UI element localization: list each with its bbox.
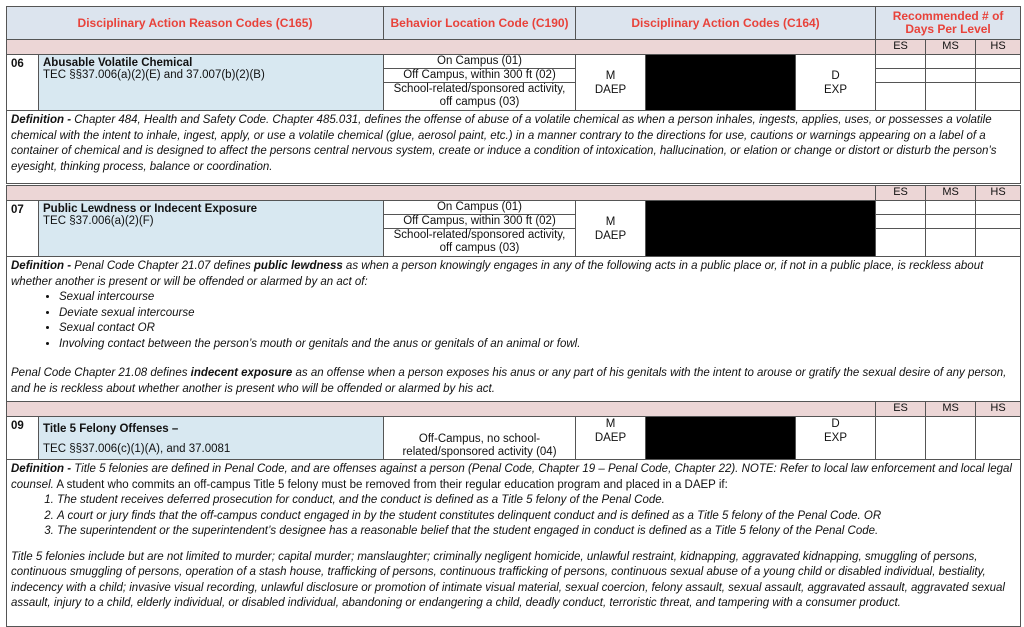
definition-06: Definition - Chapter 484, Health and Saf… xyxy=(5,110,1022,184)
table-block-06: Disciplinary Action Reason Codes (C165) … xyxy=(5,6,1022,184)
level-es: ES xyxy=(875,185,927,201)
list-item: Sexual contact OR xyxy=(59,321,1016,337)
action-m-daep: M DAEP xyxy=(575,54,647,111)
action-d-exp: D EXP xyxy=(795,54,877,111)
level-row: ES MS HS xyxy=(5,39,1022,55)
location-on-campus: On Campus (01) xyxy=(383,54,577,69)
list-item: The superintendent or the superintendent… xyxy=(57,524,1016,540)
header-reason: Disciplinary Action Reason Codes (C165) xyxy=(5,6,385,40)
list-item: The student receives deferred prosecutio… xyxy=(57,493,1016,509)
table-block-07: ES MS HS 07 Public Lewdness or Indecent Ex… xyxy=(5,185,1022,412)
header-actions: Disciplinary Action Codes (C164) xyxy=(575,6,877,40)
action-d-exp: D EXP xyxy=(794,416,877,460)
level-es: ES xyxy=(875,39,927,55)
list-item: A court or jury finds that the off-campu… xyxy=(57,509,1016,525)
table-row: 09 Title 5 Felony Offenses – TEC §§37.006… xyxy=(6,416,1022,460)
location-school-related: School-related/sponsored activity, off c… xyxy=(383,228,576,257)
redacted-block xyxy=(644,200,877,257)
list-item: Involving contact between the person’s m… xyxy=(59,337,1016,353)
level-es: ES xyxy=(875,401,927,417)
table-row: 07 Public Lewdness or Indecent Exposure T… xyxy=(6,200,1022,257)
reason-code: 06 xyxy=(6,54,39,111)
reason-title: Title 5 Felony Offenses – xyxy=(43,423,179,435)
reason-code: 07 xyxy=(6,200,39,257)
level-hs: HS xyxy=(975,39,1022,55)
act-list: Sexual intercourse Deviate sexual interc… xyxy=(11,290,1016,352)
location-off-campus: Off Campus, within 300 ft (02) xyxy=(383,214,576,229)
list-item: Sexual intercourse xyxy=(59,290,1016,306)
condition-list: The student receives deferred prosecutio… xyxy=(11,493,1016,540)
action-m-daep: M DAEP xyxy=(575,416,646,460)
location-on-campus: On Campus (01) xyxy=(383,200,576,215)
header-location: Behavior Location Code (C190) xyxy=(383,6,577,40)
action-m-daep: M DAEP xyxy=(575,200,646,257)
definition-07: Definition - Penal Code Chapter 21.07 de… xyxy=(5,256,1022,412)
reason-tec: TEC §37.006(a)(2)(F) xyxy=(43,215,154,227)
level-ms: MS xyxy=(925,39,977,55)
list-item: Deviate sexual intercourse xyxy=(59,306,1016,322)
header-days: Recommended # of Days Per Level xyxy=(875,6,1022,40)
reason-tec: TEC §§37.006(a)(2)(E) and 37.007(b)(2)(B… xyxy=(43,69,265,81)
location-school-related: School-related/sponsored activity, off c… xyxy=(383,82,577,111)
location-off-campus-no-school: Off-Campus, no school-related/sponsored … xyxy=(383,416,576,460)
reason-cell: Public Lewdness or Indecent Exposure TEC … xyxy=(38,200,384,257)
location-off-campus: Off Campus, within 300 ft (02) xyxy=(383,68,577,83)
level-hs: HS xyxy=(975,401,1022,417)
redacted-block xyxy=(645,54,797,111)
reason-title: Public Lewdness or Indecent Exposure xyxy=(43,203,258,215)
table-block-09: ES MS HS 09 Title 5 Felony Offenses – TEC §… xyxy=(5,401,1022,627)
level-hs: HS xyxy=(975,185,1022,201)
reason-cell: Title 5 Felony Offenses – TEC §§37.006(c)… xyxy=(38,416,384,460)
definition-09: Definition - Title 5 felonies are define… xyxy=(5,459,1022,627)
reason-cell: Abusable Volatile Chemical TEC §§37.006(a… xyxy=(37,54,385,111)
header-row: Disciplinary Action Reason Codes (C165) … xyxy=(5,6,1022,40)
reason-code: 09 xyxy=(6,416,39,460)
level-ms: MS xyxy=(925,185,977,201)
table-row: 06 Abusable Volatile Chemical TEC §§37.00… xyxy=(6,54,1022,111)
redacted-block xyxy=(645,416,796,460)
reason-tec: TEC §§37.006(c)(1)(A), and 37.0081 xyxy=(43,443,231,455)
reason-title: Abusable Volatile Chemical xyxy=(43,57,193,69)
level-ms: MS xyxy=(925,401,977,417)
